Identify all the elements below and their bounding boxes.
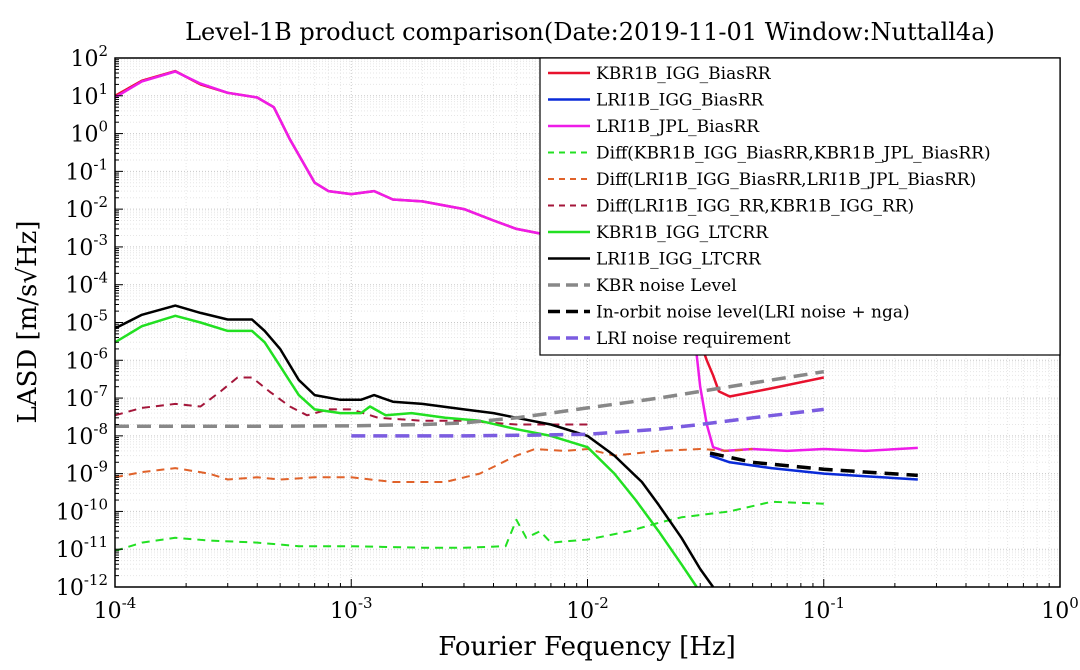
y-tick-label: 102 [70, 42, 108, 72]
series-layer [114, 69, 918, 588]
legend-box [539, 57, 1061, 356]
y-tick-label: 10-9 [65, 458, 108, 488]
y-tick-label: 10-7 [65, 382, 108, 412]
legend-label: KBR1B_IGG_BiasRR [596, 64, 772, 84]
legend-label: Diff(LRI1B_IGG_BiasRR,LRI1B_JPL_BiasRR) [596, 170, 976, 190]
legend-label: Diff(KBR1B_IGG_BiasRR,KBR1B_JPL_BiasRR) [596, 144, 991, 164]
x-tick-label: 10-1 [802, 594, 845, 624]
x-axis-label: Fourier Fequency [Hz] [438, 632, 736, 662]
y-tick-label: 10-4 [65, 269, 108, 299]
series-line-9 [709, 451, 918, 478]
legend-label: Diff(LRI1B_IGG_RR,KBR1B_IGG_RR) [596, 197, 914, 217]
legend: KBR1B_IGG_BiasRR LRI1B_IGG_BiasRR LRI1B_JP… [539, 57, 1061, 356]
y-tick-label: 100 [70, 118, 108, 148]
x-tick-label: 10-2 [566, 594, 609, 624]
x-tick-labels: 10-4 10-3 10-2 10-1 100 [94, 594, 1079, 624]
series-line-10 [351, 407, 825, 438]
y-tick-labels: 102 101 100 10-1 10-2 10-3 10-4 10-5 10-6 10-7 10-… [56, 42, 108, 601]
legend-label: LRI noise requirement [596, 329, 791, 349]
series-line-8 [115, 369, 825, 428]
y-tick-label: 10-12 [56, 571, 108, 601]
legend-label: LRI1B_IGG_LTCRR [596, 250, 762, 270]
series-line-6 [114, 314, 698, 588]
y-tick-label: 10-5 [65, 307, 108, 337]
series-line-1 [709, 454, 918, 481]
y-tick-label: 10-11 [56, 533, 108, 563]
y-tick-label: 10-1 [65, 155, 108, 185]
tick-marks [114, 59, 1050, 588]
x-tick-label: 10-4 [94, 594, 137, 624]
y-axis-label: LASD [m/s√Hz] [13, 221, 43, 424]
legend-label: LRI1B_IGG_BiasRR [596, 91, 765, 111]
legend-label: KBR1B_IGG_LTCRR [596, 223, 769, 243]
legend-label: LRI1B_JPL_BiasRR [596, 117, 760, 137]
chart-title: Level-1B product comparison(Date:2019-11… [185, 18, 995, 46]
y-tick-label: 10-2 [65, 193, 108, 223]
legend-label: KBR noise Level [596, 276, 737, 296]
y-tick-label: 10-10 [56, 495, 108, 525]
y-tick-label: 10-8 [65, 420, 108, 450]
x-tick-label: 100 [1041, 594, 1079, 624]
series-line-4 [114, 448, 753, 483]
series-line-3 [114, 500, 824, 552]
legend-label: In-orbit noise level(LRI noise + nga) [596, 303, 910, 323]
x-tick-label: 10-3 [330, 594, 373, 624]
y-tick-label: 10-3 [65, 231, 108, 261]
y-tick-label: 101 [70, 80, 108, 110]
series-line-7 [114, 304, 715, 588]
y-tick-label: 10-6 [65, 344, 108, 374]
